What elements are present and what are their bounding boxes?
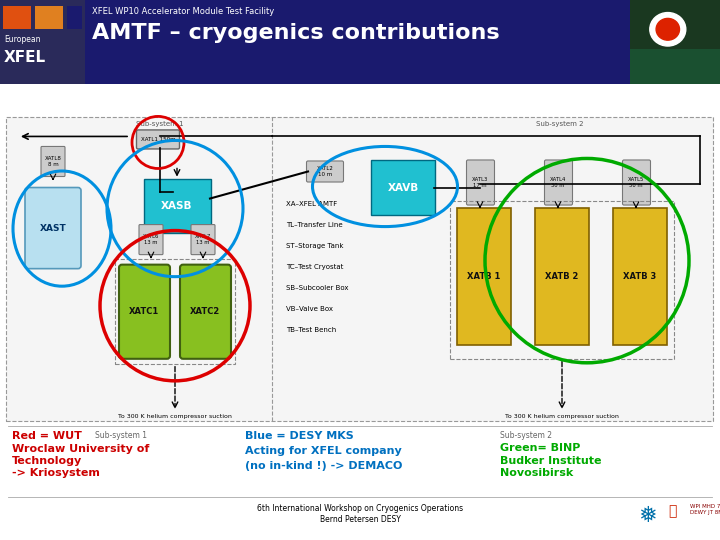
Text: XATC2: XATC2: [190, 307, 220, 316]
Text: To 300 K helium compressor suction: To 300 K helium compressor suction: [118, 414, 232, 420]
Text: Bernd Petersen DESY: Bernd Petersen DESY: [320, 515, 400, 524]
Text: VB–Valve Box: VB–Valve Box: [286, 306, 333, 312]
FancyBboxPatch shape: [457, 207, 511, 345]
Text: Blue = DESY MKS: Blue = DESY MKS: [245, 431, 354, 441]
Text: Sub-system 1: Sub-system 1: [95, 431, 147, 440]
Text: XATB 2: XATB 2: [545, 272, 579, 281]
Text: AMTF – cryogenics contributions: AMTF – cryogenics contributions: [92, 23, 500, 43]
Text: European: European: [4, 35, 40, 44]
Bar: [0, 0, 85, 84]
Text: ❅: ❅: [639, 506, 657, 526]
Text: Technology: Technology: [12, 456, 82, 466]
Text: SB–Subcooler Box: SB–Subcooler Box: [286, 285, 348, 291]
FancyBboxPatch shape: [137, 130, 179, 149]
FancyBboxPatch shape: [535, 207, 589, 345]
Text: Novosibirsk: Novosibirsk: [500, 468, 573, 478]
Text: TB–Test Bench: TB–Test Bench: [286, 327, 336, 333]
Text: XATL6
13 m: XATL6 13 m: [143, 234, 159, 245]
Text: XATL4
30 m: XATL4 30 m: [550, 177, 566, 188]
FancyBboxPatch shape: [544, 160, 572, 205]
FancyBboxPatch shape: [191, 225, 215, 255]
Text: To 300 K helium compressor suction: To 300 K helium compressor suction: [505, 414, 619, 420]
Circle shape: [649, 12, 685, 46]
Bar: [3, 6, 31, 29]
FancyBboxPatch shape: [6, 117, 713, 421]
FancyBboxPatch shape: [613, 207, 667, 345]
Text: Acting for XFEL company: Acting for XFEL company: [245, 446, 402, 456]
FancyBboxPatch shape: [144, 179, 211, 233]
Text: XFEL: XFEL: [4, 50, 46, 65]
FancyBboxPatch shape: [180, 265, 231, 359]
Text: Wroclaw University of: Wroclaw University of: [12, 444, 149, 454]
Text: XATL1 150m: XATL1 150m: [140, 137, 175, 142]
Text: Sub-system 1: Sub-system 1: [136, 122, 184, 127]
Text: Green= BINP: Green= BINP: [500, 443, 580, 453]
Text: Sub-system 2: Sub-system 2: [500, 431, 552, 440]
Text: Red = WUT: Red = WUT: [12, 431, 82, 441]
Text: WPI MHD 72
DEWY JT 8M: WPI MHD 72 DEWY JT 8M: [690, 504, 720, 515]
Circle shape: [656, 18, 680, 40]
FancyBboxPatch shape: [139, 225, 163, 255]
FancyBboxPatch shape: [467, 160, 495, 205]
Text: Ⓝ: Ⓝ: [668, 504, 676, 518]
Text: XATC1: XATC1: [129, 307, 159, 316]
Text: XATL5
50 m: XATL5 50 m: [628, 177, 644, 188]
Text: XAST: XAST: [40, 224, 66, 233]
Text: 9: 9: [709, 23, 716, 33]
Text: XATL8
8 m: XATL8 8 m: [45, 156, 61, 167]
FancyBboxPatch shape: [307, 161, 343, 182]
FancyBboxPatch shape: [25, 187, 81, 268]
Text: Sub-system 2: Sub-system 2: [536, 122, 584, 127]
Text: Budker Institute: Budker Institute: [500, 456, 601, 466]
FancyBboxPatch shape: [41, 146, 65, 177]
FancyBboxPatch shape: [623, 160, 650, 205]
Text: -> Kriosystem: -> Kriosystem: [12, 468, 100, 478]
Text: XASB: XASB: [161, 200, 193, 211]
Text: XA–XFEL AMTF: XA–XFEL AMTF: [286, 200, 337, 206]
FancyBboxPatch shape: [119, 265, 170, 359]
Bar: [35, 6, 63, 29]
FancyBboxPatch shape: [371, 160, 435, 214]
Text: TC–Test Cryostat: TC–Test Cryostat: [286, 264, 343, 269]
Text: TL–Transfer Line: TL–Transfer Line: [286, 221, 343, 227]
Text: ST–Storage Tank: ST–Storage Tank: [286, 242, 343, 248]
Text: XFEL WP10 Accelerator Module Test Facility: XFEL WP10 Accelerator Module Test Facili…: [92, 6, 274, 16]
Text: XATB 1: XATB 1: [467, 272, 500, 281]
Text: XATL7
13 m: XATL7 13 m: [195, 234, 211, 245]
Text: XAVB: XAVB: [387, 183, 418, 193]
Bar: [630, 49, 720, 84]
Text: 6th International Workshop on Cryogenics Operations: 6th International Workshop on Cryogenics…: [257, 504, 463, 513]
Text: XATL3
17 m: XATL3 17 m: [472, 177, 488, 188]
Text: XATB 3: XATB 3: [624, 272, 657, 281]
Text: XATL2
10 m: XATL2 10 m: [317, 166, 333, 177]
Text: (no in-kind !) -> DEMACO: (no in-kind !) -> DEMACO: [245, 461, 402, 471]
Bar: [67, 6, 82, 29]
